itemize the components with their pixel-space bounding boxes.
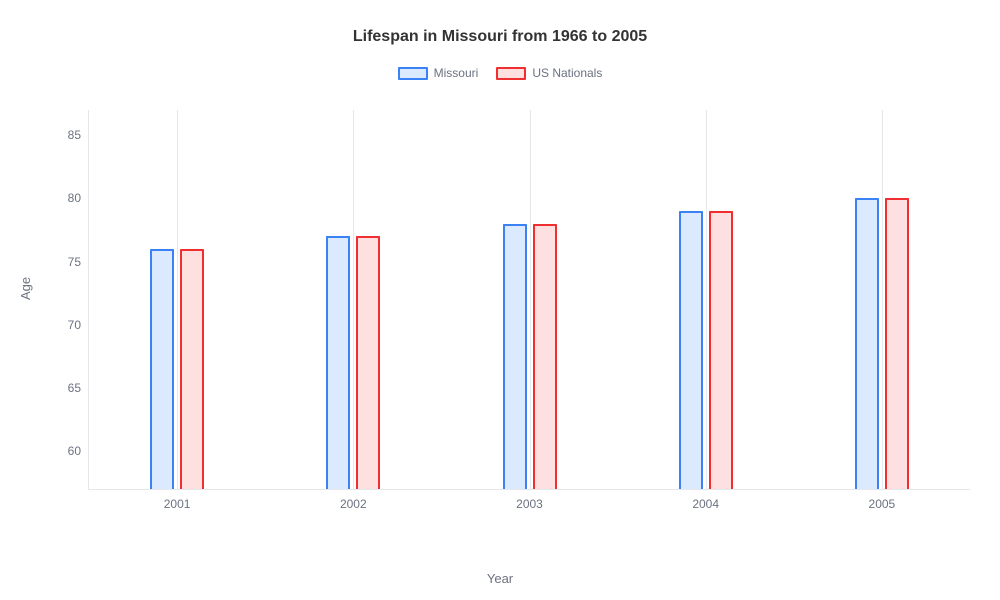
bar-missouri <box>503 224 527 489</box>
bar-us-nationals <box>709 211 733 489</box>
y-tick-label: 65 <box>68 381 89 395</box>
legend-swatch-usnationals <box>496 67 526 80</box>
y-tick-label: 80 <box>68 191 89 205</box>
x-axis-label: Year <box>487 571 513 586</box>
y-axis-label: Age <box>18 277 33 300</box>
legend-swatch-missouri <box>398 67 428 80</box>
x-tick-label: 2001 <box>164 489 191 511</box>
y-tick-label: 85 <box>68 128 89 142</box>
bar-us-nationals <box>533 224 557 489</box>
gridline-v <box>353 110 354 489</box>
legend-item-usnationals: US Nationals <box>496 66 602 80</box>
bar-missouri <box>679 211 703 489</box>
bar-us-nationals <box>885 198 909 489</box>
y-tick-label: 70 <box>68 318 89 332</box>
bar-us-nationals <box>356 236 380 489</box>
gridline-v <box>706 110 707 489</box>
plot-area: 20012002200320042005606570758085 <box>88 110 970 490</box>
gridline-v <box>882 110 883 489</box>
legend-item-missouri: Missouri <box>398 66 479 80</box>
bar-missouri <box>855 198 879 489</box>
y-tick-label: 75 <box>68 255 89 269</box>
x-tick-label: 2004 <box>692 489 719 511</box>
legend: Missouri US Nationals <box>0 46 1000 80</box>
y-tick-label: 60 <box>68 444 89 458</box>
x-tick-label: 2002 <box>340 489 367 511</box>
plot-wrap: 2001 2002 2003 2004 2005 60 65 70 75 80 85 <box>60 110 970 530</box>
x-tick-label: 2005 <box>869 489 896 511</box>
legend-label: US Nationals <box>532 66 602 80</box>
gridline-v <box>530 110 531 489</box>
bar-missouri <box>326 236 350 489</box>
legend-label: Missouri <box>434 66 479 80</box>
gridline-v <box>177 110 178 489</box>
bar-us-nationals <box>180 249 204 489</box>
bar-missouri <box>150 249 174 489</box>
x-tick-label: 2003 <box>516 489 543 511</box>
chart-title: Lifespan in Missouri from 1966 to 2005 <box>0 0 1000 46</box>
